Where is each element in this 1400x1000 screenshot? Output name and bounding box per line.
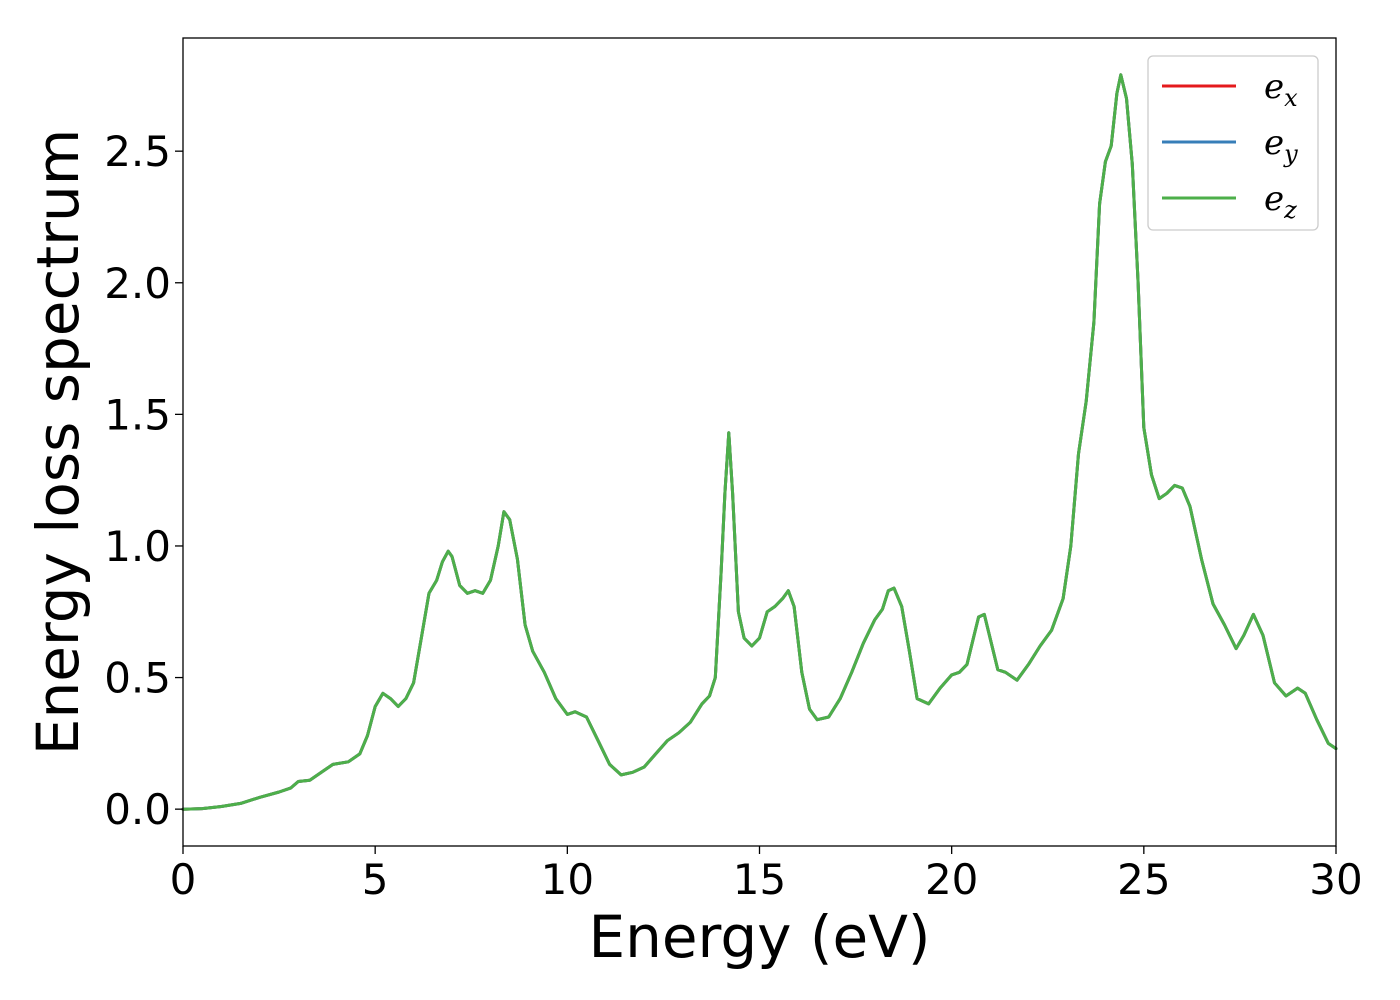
x-tick-label: 25 [1117, 855, 1170, 904]
legend-label-base: e [1264, 67, 1284, 107]
y-tick-label: 0.0 [104, 785, 171, 834]
series-line-e-z [181, 73, 1338, 811]
x-tick-label: 5 [362, 855, 389, 904]
x-tick-label: 0 [170, 855, 197, 904]
x-tick-label: 10 [541, 855, 594, 904]
x-tick-label: 30 [1309, 855, 1362, 904]
x-axis-ticks: 0 5 10 15 20 25 30 [170, 846, 1363, 904]
legend-label-subscript: y [1283, 140, 1298, 168]
y-tick-label: 0.5 [104, 654, 171, 703]
y-tick-label: 2.0 [104, 259, 171, 308]
legend-label-subscript: z [1283, 196, 1297, 224]
legend-label-base: e [1264, 179, 1284, 219]
y-tick-label: 1.5 [104, 390, 171, 439]
legend-label: ez [1264, 179, 1297, 224]
y-axis-ticks: 0.0 0.5 1.0 1.5 2.0 2.5 [104, 127, 183, 834]
legend-label-subscript: x [1284, 84, 1298, 112]
x-tick-label: 20 [925, 855, 978, 904]
legend-label: ex [1264, 67, 1298, 112]
legend-label-base: e [1264, 123, 1284, 163]
x-axis-label: Energy (eV) [588, 903, 930, 971]
x-tick-label: 15 [733, 855, 786, 904]
y-tick-label: 2.5 [104, 127, 171, 176]
series-layer [181, 73, 1338, 811]
legend-label: ey [1264, 123, 1298, 168]
y-tick-label: 1.0 [104, 522, 171, 571]
y-axis-label: Energy loss spectrum [24, 129, 92, 755]
